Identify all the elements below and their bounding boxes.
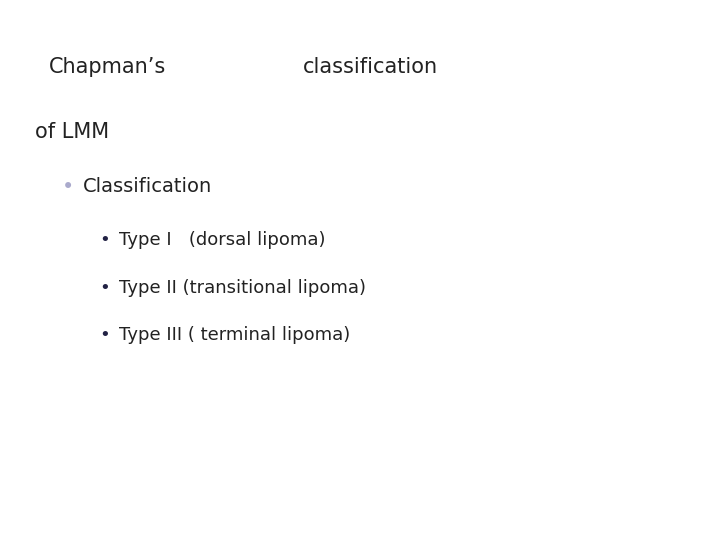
Text: classification: classification [302, 57, 438, 77]
Text: •: • [62, 177, 75, 197]
Text: Type II (transitional lipoma): Type II (transitional lipoma) [119, 279, 366, 296]
Text: •: • [99, 326, 109, 344]
Text: Type I   (dorsal lipoma): Type I (dorsal lipoma) [119, 231, 325, 249]
Text: of LMM: of LMM [35, 122, 109, 141]
Text: Type III ( terminal lipoma): Type III ( terminal lipoma) [119, 326, 350, 344]
Text: •: • [99, 279, 109, 296]
Text: •: • [99, 231, 109, 249]
Text: Chapman’s: Chapman’s [49, 57, 166, 77]
Text: Classification: Classification [83, 177, 212, 196]
